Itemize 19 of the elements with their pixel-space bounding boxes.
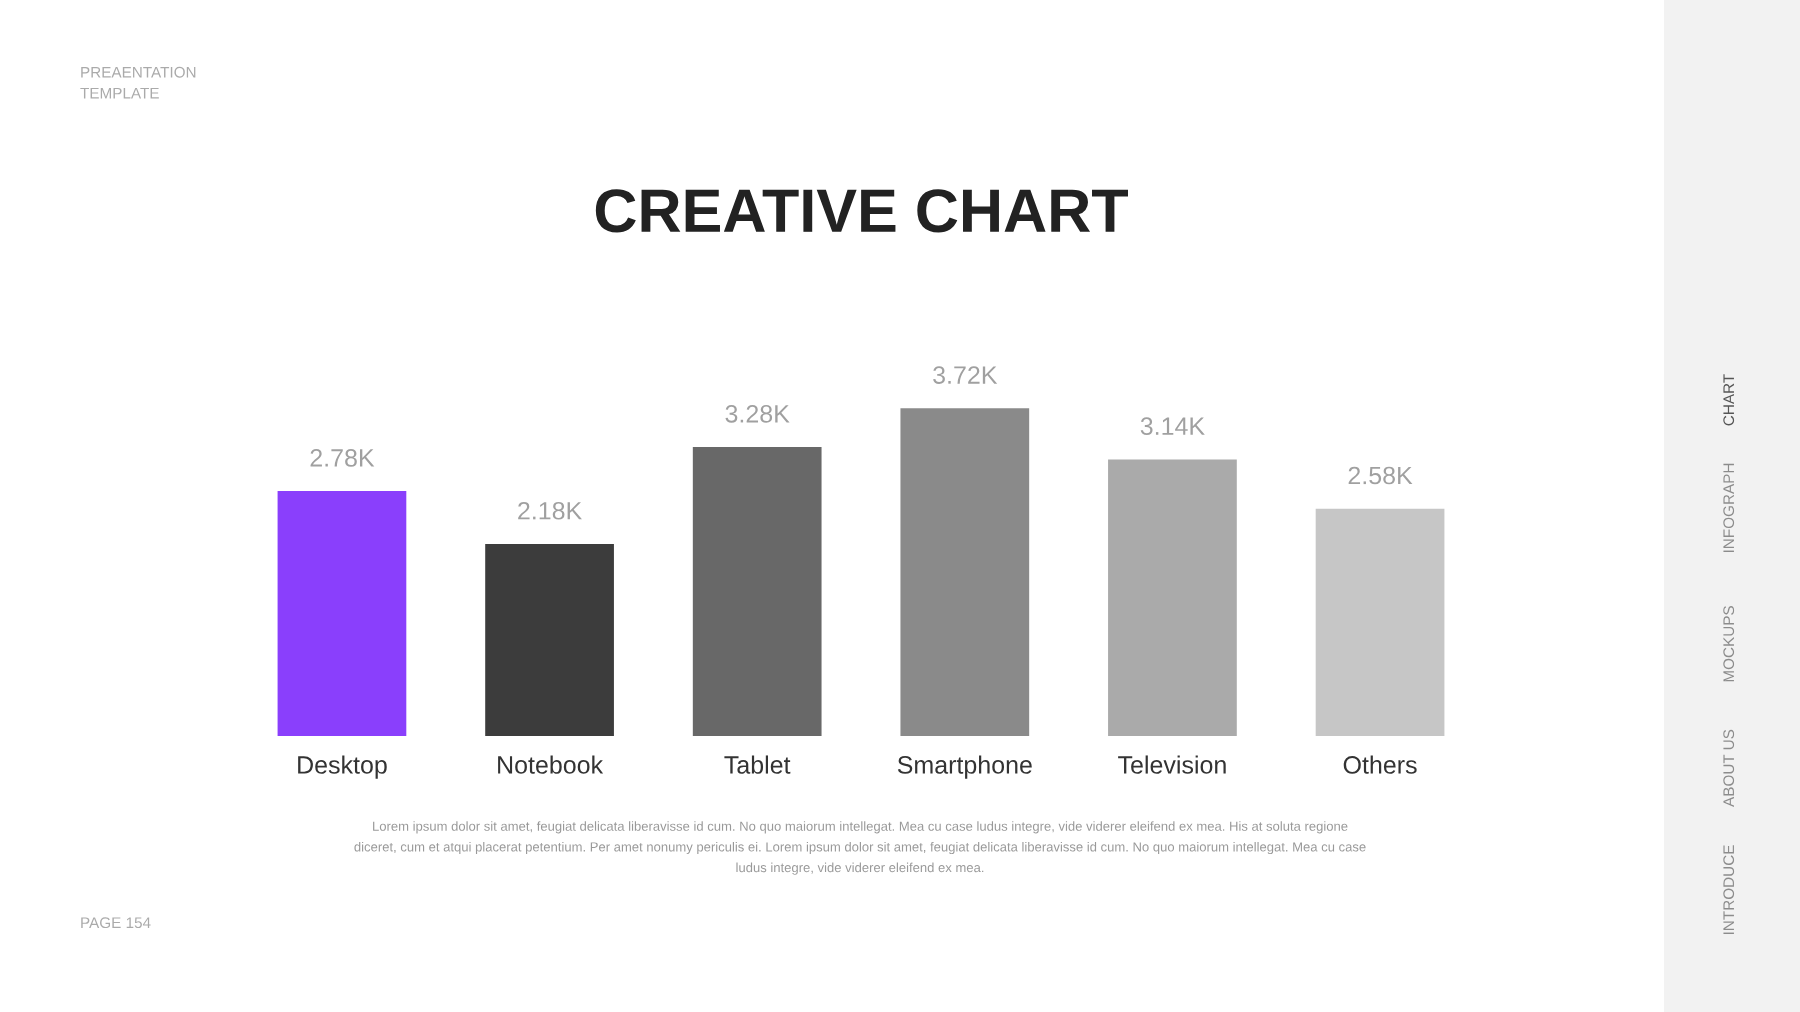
x-tick-label: Others xyxy=(1343,755,1417,774)
data-label: 3.72K xyxy=(933,366,998,384)
data-label: 3.14K xyxy=(1140,417,1205,436)
bar xyxy=(1108,459,1237,736)
bar xyxy=(1315,508,1445,736)
bar xyxy=(900,408,1030,736)
data-label: 3.28K xyxy=(725,404,790,423)
x-tick-label: Tablet xyxy=(724,755,791,774)
x-tick-label: Smartphone xyxy=(897,755,1032,779)
bar xyxy=(277,491,407,736)
bar xyxy=(692,447,822,736)
x-tick-label: Television xyxy=(1118,755,1226,774)
data-label: 2.58K xyxy=(1348,466,1413,485)
data-label: 2.78K xyxy=(310,449,375,467)
bar xyxy=(485,543,614,736)
x-tick-label: Notebook xyxy=(498,755,604,774)
data-label: 2.18K xyxy=(518,501,582,520)
chart-title: CREATIVE CHART xyxy=(595,189,1128,233)
x-tick-label: Desktop xyxy=(298,755,387,779)
